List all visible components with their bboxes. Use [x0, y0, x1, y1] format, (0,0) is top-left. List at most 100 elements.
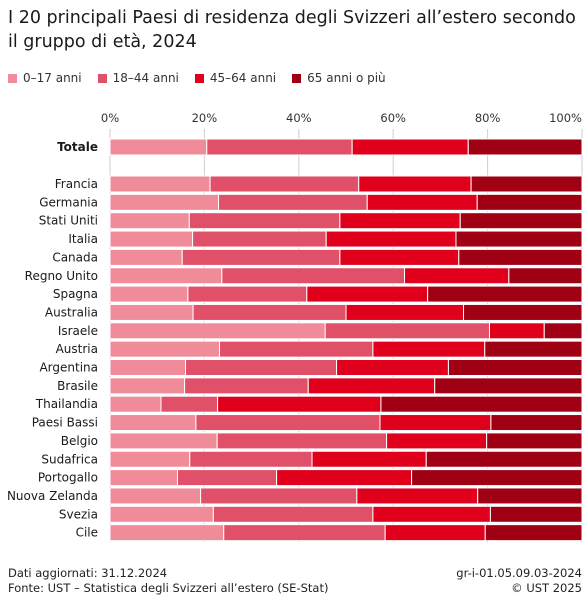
bar-segment: [109, 359, 187, 376]
legend-swatch: [8, 74, 17, 83]
bar-segment: [459, 212, 583, 230]
bar-segment: [488, 322, 545, 340]
bar-segment: [325, 230, 457, 248]
bar-segment: [176, 469, 278, 487]
bar-segment: [109, 450, 191, 468]
bar-segment: [109, 395, 162, 413]
bar-segment: [339, 248, 460, 266]
bar-segment: [109, 322, 326, 340]
bar-segment: [490, 414, 583, 432]
category-label: Regno Unito: [25, 269, 98, 283]
bar-segment: [109, 505, 214, 523]
bar-segment: [379, 414, 492, 432]
bar-segment: [324, 322, 490, 340]
chart-code: gr-i-01.05.09.03-2024: [456, 566, 582, 580]
bar-segment: [489, 505, 583, 523]
bar-segment: [216, 432, 388, 450]
bar-segment: [185, 359, 338, 376]
bar-segment: [109, 432, 218, 450]
x-tick-label: 0%: [101, 111, 119, 125]
category-label: Spagna: [53, 287, 98, 301]
x-tick-label: 40%: [286, 111, 312, 125]
category-label: Totale: [57, 140, 98, 154]
category-label: Svezia: [59, 507, 98, 521]
legend-label: 18–44 anni: [112, 71, 179, 85]
bar-segment: [109, 193, 220, 211]
stacked-bar-chart: 0% 20% 40% 60% 80% 100% Totale Francia Germania S…: [7, 111, 583, 542]
bar-segment: [404, 267, 510, 285]
bar-segment: [209, 175, 360, 193]
bar-segment: [219, 340, 374, 358]
bar-segment: [221, 267, 406, 285]
category-label: Brasile: [57, 379, 98, 393]
bar-segment: [372, 505, 491, 523]
bar-segment: [195, 414, 381, 432]
bar-segment: [109, 469, 178, 487]
source-note: Fonte: UST – Statistica degli Svizzeri a…: [8, 581, 329, 595]
legend-item: 18–44 anni: [97, 71, 179, 85]
bar-segment: [411, 469, 583, 487]
bar-segment: [187, 285, 308, 303]
bar-segment: [212, 505, 374, 523]
chart-title: I 20 principali Paesi di residenza degli…: [8, 8, 576, 52]
category-label: Stati Uniti: [39, 214, 98, 228]
bar-segment: [543, 322, 583, 340]
category-label: Sudafrica: [41, 452, 98, 466]
category-label: Portogallo: [38, 471, 98, 485]
bar-segment: [455, 230, 583, 248]
bar-segment: [181, 248, 341, 266]
bar-segment: [218, 193, 368, 211]
legend-swatch: [97, 74, 107, 83]
chart-legend: 0–17 anni 18–44 anni 45–64 anni 65 anni o p…: [8, 71, 402, 85]
x-tick-label: 80%: [475, 111, 501, 125]
bar-segment: [484, 524, 583, 542]
bar-segment: [306, 285, 429, 303]
category-label: Italia: [68, 232, 98, 246]
legend-item: 45–64 anni: [194, 71, 277, 85]
bar-segment: [345, 303, 465, 321]
bar-segment: [109, 524, 225, 542]
category-label: Israele: [58, 324, 98, 338]
bar-segment: [486, 432, 583, 450]
category-label: Austria: [56, 342, 98, 356]
bar-segment: [386, 432, 488, 450]
bar-segment: [447, 359, 583, 376]
bar-segment: [109, 487, 202, 505]
bar-segment: [192, 230, 327, 248]
bar-segment: [200, 487, 358, 505]
x-tick-label: 20%: [192, 111, 218, 125]
bar-segment: [184, 377, 309, 395]
bar-segment: [372, 340, 486, 358]
bar-segment: [425, 450, 583, 468]
bar-segment: [109, 267, 223, 285]
bar-segment: [339, 212, 461, 230]
legend-item: 65 anni o più: [292, 71, 386, 85]
bar-segment: [477, 487, 583, 505]
legend-swatch: [194, 74, 204, 83]
bar-segment: [336, 359, 449, 376]
footer-left: Dati aggiornati: 31.12.2024 Fonte: UST –…: [8, 566, 328, 596]
category-label: Australia: [45, 305, 98, 319]
legend-label: 0–17 anni: [23, 71, 82, 85]
bar-segment: [366, 193, 478, 211]
category-label: Germania: [39, 195, 98, 209]
bar-segment: [192, 303, 347, 321]
bar-segment: [109, 138, 208, 156]
x-tick-label: 100%: [549, 111, 582, 125]
bar-segment: [351, 138, 469, 156]
bar-segment: [380, 395, 583, 413]
bar-segment: [470, 175, 583, 193]
legend-label: 45–64 anni: [209, 71, 277, 85]
category-label: Cile: [76, 526, 98, 540]
category-label: Canada: [52, 250, 98, 264]
bar-segment: [109, 212, 190, 230]
bar-segment: [109, 230, 194, 248]
legend-label: 65 anni o più: [307, 71, 386, 85]
bar-segment: [427, 285, 583, 303]
category-label: Paesi Bassi: [32, 416, 98, 430]
bar-segment: [458, 248, 583, 266]
bar-segment: [276, 469, 413, 487]
bar-segment: [160, 395, 219, 413]
bar-segment: [467, 138, 583, 156]
legend-swatch: [292, 74, 302, 83]
